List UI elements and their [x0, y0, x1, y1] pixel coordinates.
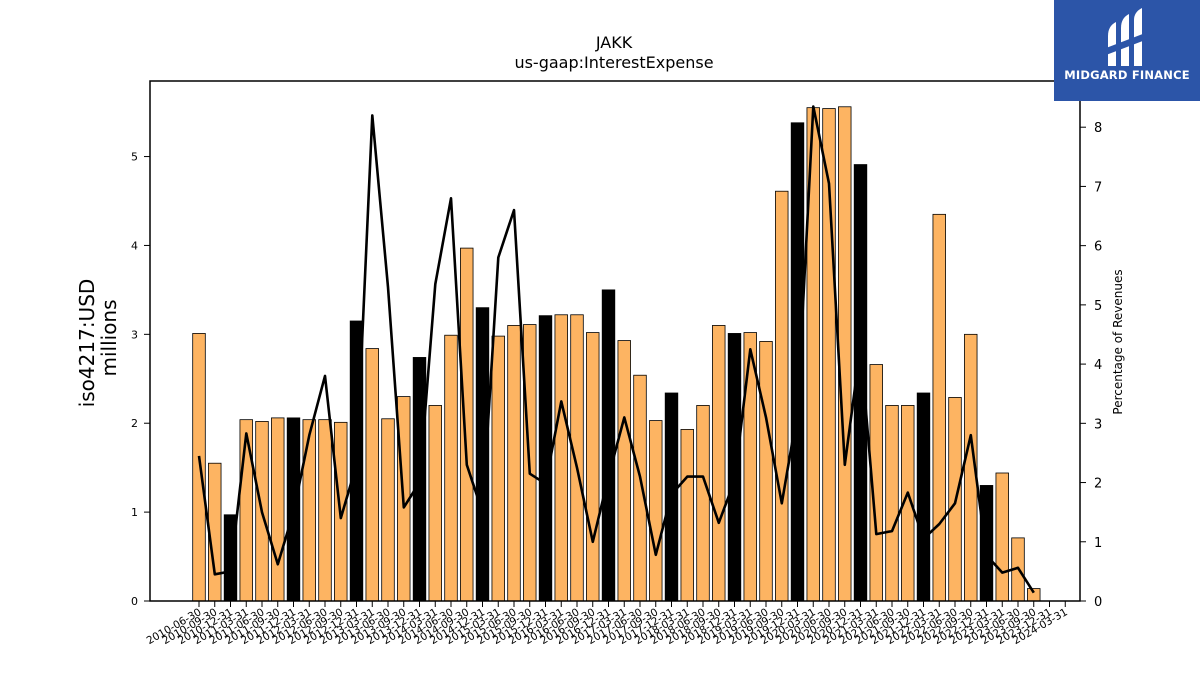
bar: [649, 420, 663, 602]
y2-tick-label: 6: [1094, 240, 1102, 255]
bar: [554, 314, 568, 602]
bar: [885, 405, 899, 602]
x-axis: 2010-06-302010-09-302010-12-312011-03-31…: [145, 601, 1070, 647]
y-axis-label-units: millions: [97, 299, 121, 376]
y2-tick-label: 5: [1094, 299, 1102, 314]
bar: [633, 374, 647, 602]
bar: [491, 335, 505, 602]
bar: [995, 472, 1009, 602]
bar: [570, 314, 584, 602]
bar: [916, 392, 931, 602]
bar: [365, 348, 379, 602]
bar: [460, 247, 474, 602]
bar: [727, 333, 742, 602]
logo-text: MIDGARD FINANCE: [1064, 68, 1190, 82]
y2-tick-label: 3: [1094, 417, 1102, 432]
y2-tick-label: 0: [1094, 595, 1102, 610]
y-tick-label: 1: [131, 506, 138, 519]
bar: [617, 340, 631, 602]
y2-tick-label: 1: [1094, 536, 1102, 551]
bar: [192, 333, 206, 602]
y2-tick-label: 2: [1094, 477, 1102, 492]
percentage-line: [197, 105, 1035, 594]
bar: [712, 325, 726, 602]
y2-axis-label: Percentage of Revenues: [1111, 269, 1125, 414]
y-tick-label: 2: [131, 417, 138, 430]
chart-title: JAKK: [595, 33, 633, 52]
bar: [318, 419, 332, 602]
bar: [586, 332, 600, 602]
bar: [601, 289, 616, 602]
bar: [696, 405, 710, 602]
y-tick-label: 0: [131, 595, 138, 608]
y2-tick-label: 8: [1094, 121, 1102, 136]
chart-subtitle: us-gaap:InterestExpense: [514, 53, 713, 72]
bar: [239, 419, 253, 602]
percentage-line-path: [197, 105, 1035, 594]
y2-tick-label: 4: [1094, 358, 1102, 373]
bar: [759, 341, 773, 602]
bar: [680, 429, 694, 602]
y-axis-label: iso4217:USD: [75, 279, 99, 408]
bar: [507, 325, 521, 602]
bar: [444, 334, 458, 602]
bar: [381, 418, 395, 602]
logo-mark-icon: [1106, 8, 1148, 66]
bar: [838, 106, 852, 602]
bar: [271, 417, 285, 602]
bar: [790, 122, 805, 602]
bar: [302, 419, 316, 602]
plot-frame: [149, 80, 1081, 602]
bar: [428, 405, 442, 602]
y-axis-left: 0 1 2 3 4 5: [131, 151, 150, 608]
y-tick-label: 5: [131, 151, 138, 164]
y-tick-label: 4: [131, 239, 138, 252]
y2-tick-label: 7: [1094, 180, 1102, 195]
bar: [979, 485, 994, 602]
bar: [775, 190, 789, 602]
bars: [192, 106, 1041, 602]
bar: [932, 213, 946, 602]
y-tick-label: 3: [131, 328, 138, 341]
midgard-finance-logo: MIDGARD FINANCE: [1054, 0, 1200, 101]
y-axis-right: 0 1 2 3 4 5 6 7 8: [1080, 121, 1102, 610]
